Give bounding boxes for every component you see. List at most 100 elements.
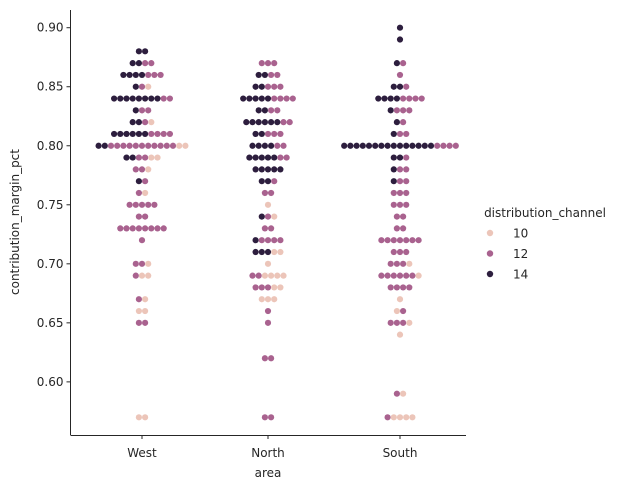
data-point [403,154,410,161]
data-point [129,130,136,138]
data-point [138,166,146,173]
data-point [341,142,348,149]
data-point [378,142,385,149]
data-point [393,260,400,267]
data-point [280,272,287,279]
data-point [138,237,146,244]
data-point [390,83,397,90]
data-point [138,260,146,267]
legend-marker [486,229,494,237]
data-point [117,95,124,102]
data-point [393,225,400,232]
data-point [142,414,149,421]
data-point [268,119,275,126]
data-point [274,107,281,114]
data-point [396,331,404,338]
data-point [384,142,391,149]
data-point [403,237,410,244]
data-point [249,119,256,126]
data-point [409,237,416,244]
data-point [126,142,133,149]
data-point [396,178,404,185]
data-point [403,248,410,256]
data-point [390,178,397,185]
data-point [271,284,278,291]
data-point [400,390,407,397]
data-point [378,272,385,279]
data-point [135,60,142,67]
data-point [277,284,284,291]
data-point [406,260,413,267]
data-point [126,201,133,208]
data-point [406,95,413,102]
data-point [258,248,265,256]
data-point [403,414,410,421]
data-point [264,83,272,90]
data-point [111,95,118,102]
data-point [393,60,400,67]
data-point [400,319,407,326]
data-point [138,107,146,114]
data-point [160,95,167,102]
data-point [166,130,173,138]
data-point [261,272,268,279]
data-point [387,319,394,326]
data-point [148,225,155,232]
data-point [258,130,265,138]
data-point [393,213,400,220]
data-point [277,130,284,138]
data-point [151,71,158,79]
data-point [390,414,397,421]
data-point [258,213,265,220]
y-tick-label: 0.75 [37,198,64,212]
data-point [271,213,278,220]
data-point [393,390,400,397]
data-point [123,225,130,232]
y-tick-label: 0.85 [37,80,64,94]
data-point [403,189,410,197]
data-point [132,142,139,149]
data-point [277,95,284,102]
data-point [255,71,262,79]
data-point [277,83,284,90]
data-point [123,130,130,138]
data-point [132,201,139,208]
x-tick-label: West [127,446,157,460]
data-point [126,71,133,79]
legend-title: distribution_channel [484,206,606,220]
data-point [264,95,272,102]
data-point [390,248,397,256]
data-point [274,71,281,79]
data-point [120,142,127,149]
data-point [123,154,130,161]
data-point [182,142,189,149]
data-point [280,142,287,149]
data-point [142,225,149,232]
data-point [452,142,459,149]
data-point [138,272,146,279]
data-point [148,60,155,67]
data-point [378,237,385,244]
data-point [418,95,425,102]
data-point [95,142,102,149]
data-point [264,307,272,315]
data-point [101,142,108,149]
legend-label: 12 [513,247,528,261]
data-point [243,119,250,126]
data-point [406,319,413,326]
data-point [406,107,413,114]
data-point [400,107,407,114]
data-point [261,142,268,149]
data-point [271,237,278,244]
y-tick-label: 0.70 [37,257,64,271]
data-point [353,142,360,149]
data-point [264,248,272,256]
data-point [258,83,265,90]
data-point [255,119,262,126]
data-point [111,130,118,138]
data-point [403,142,410,149]
data-point [255,107,262,114]
data-point [135,95,142,102]
data-point [365,142,373,149]
data-point [120,71,127,79]
